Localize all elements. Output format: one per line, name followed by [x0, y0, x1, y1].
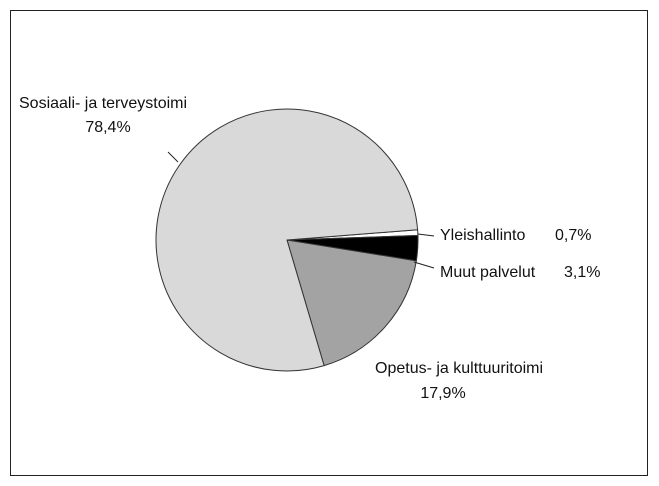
- slice-label: Opetus- ja kulttuuritoimi: [375, 360, 543, 377]
- leader-line: [413, 261, 435, 269]
- slice-label: Muut palvelut: [440, 264, 536, 281]
- slice-value-label: 78,4%: [85, 119, 130, 136]
- leader-line: [417, 233, 435, 237]
- slice-value-label: 17,9%: [420, 385, 465, 402]
- slice-label: Yleishallinto: [440, 227, 525, 244]
- slice-value-label: 0,7%: [555, 227, 591, 244]
- slice-label: Sosiaali- ja terveystoimi: [19, 95, 187, 112]
- leader-line: [167, 151, 179, 163]
- slice-value-label: 3,1%: [564, 264, 600, 281]
- pie: [155, 108, 419, 372]
- pie-slice: [286, 239, 417, 367]
- pie-slice: [155, 108, 419, 372]
